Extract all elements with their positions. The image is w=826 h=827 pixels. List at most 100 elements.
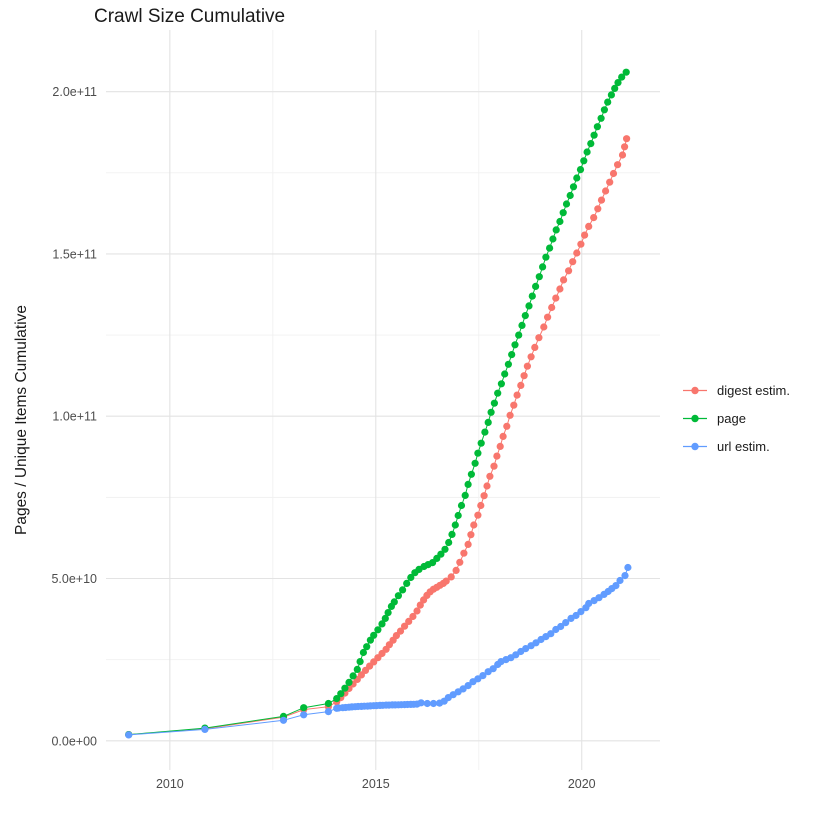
data-point-page (356, 658, 364, 666)
data-point-page (508, 351, 516, 359)
y-tick-label: 0.0e+00 (51, 734, 97, 748)
data-point-page (363, 643, 371, 651)
data-point-page (324, 699, 332, 708)
data-point-page (454, 511, 462, 520)
data-point-page (461, 491, 469, 499)
data-point-page (477, 439, 485, 447)
data-point-page (441, 545, 449, 553)
data-point-digest-estim- (527, 353, 535, 361)
data-point-digest-estim- (609, 169, 618, 178)
data-point-digest-estim- (486, 472, 494, 480)
data-point-page (559, 209, 567, 217)
data-point-page (590, 131, 598, 139)
data-point-page (576, 166, 585, 174)
x-tick-label: 2020 (568, 777, 596, 791)
legend-label-digest-estim: digest estim. (717, 383, 790, 398)
data-point-url-estim- (562, 619, 570, 627)
data-point-digest-estim- (496, 442, 504, 450)
data-point-url-estim- (423, 699, 431, 708)
data-point-url-estim- (616, 576, 624, 585)
data-point-digest-estim- (409, 612, 417, 621)
data-point-digest-estim- (581, 231, 589, 239)
data-point-digest-estim- (618, 151, 627, 159)
data-point-page (487, 408, 495, 416)
legend-label-page: page (717, 411, 746, 426)
data-point-digest-estim- (470, 521, 478, 529)
data-point-page (403, 579, 411, 588)
chart-title: Crawl Size Cumulative (94, 6, 286, 27)
data-point-url-estim- (577, 608, 585, 616)
data-point-url-estim- (585, 599, 593, 608)
data-point-page (535, 273, 543, 281)
data-point-digest-estim- (614, 161, 622, 169)
data-point-page (445, 538, 453, 547)
data-point-page (494, 389, 502, 397)
data-point-page (580, 157, 588, 165)
y-tick-label: 1.0e+11 (52, 410, 97, 424)
data-point-digest-estim- (552, 294, 560, 302)
data-point-digest-estim- (585, 222, 593, 230)
data-point-digest-estim- (416, 601, 424, 609)
data-point-page (497, 380, 505, 388)
data-point-page (556, 217, 564, 226)
data-point-page (511, 341, 519, 349)
data-point-digest-estim- (531, 343, 539, 351)
data-point-page (546, 244, 554, 252)
data-point-digest-estim- (535, 334, 543, 342)
data-point-digest-estim- (560, 276, 568, 284)
data-point-digest-estim- (493, 452, 501, 460)
series-line-digest-estim- (128, 138, 628, 736)
data-point-digest-estim- (401, 622, 409, 630)
data-point-digest-estim- (623, 135, 631, 143)
data-point-page (490, 399, 498, 407)
data-point-page (464, 480, 472, 488)
data-point-url-estim- (125, 731, 133, 739)
data-point-url-estim- (522, 645, 530, 653)
legend-item-url-estim: url estim. (682, 438, 790, 455)
data-point-page (618, 73, 626, 81)
data-point-url-estim- (489, 665, 497, 673)
data-point-digest-estim- (447, 573, 455, 581)
data-point-page (407, 573, 415, 582)
data-point-page (528, 292, 536, 300)
legend-key-url-estim-icon (683, 442, 707, 451)
data-point-page (587, 140, 595, 148)
x-tick-label: 2015 (362, 777, 390, 791)
data-point-url-estim- (324, 708, 332, 716)
data-point-page (614, 79, 622, 87)
data-point-page (504, 360, 512, 368)
data-point-url-estim- (547, 630, 555, 638)
legend-key-digest-estim-icon (683, 386, 707, 395)
series-line-url-estim- (128, 567, 629, 736)
data-point-digest-estim- (594, 205, 602, 213)
data-point-page (532, 282, 540, 290)
data-point-page (573, 174, 581, 182)
data-point-digest-estim- (483, 482, 491, 490)
data-point-page (341, 684, 349, 692)
data-point-digest-estim- (513, 391, 521, 399)
data-point-page (518, 321, 526, 329)
data-point-digest-estim- (480, 492, 488, 500)
data-point-page (521, 312, 529, 320)
data-point-digest-estim- (456, 558, 464, 566)
data-point-page (353, 665, 361, 674)
data-point-page (370, 631, 378, 639)
data-point-digest-estim- (606, 178, 614, 186)
data-point-page (378, 620, 386, 628)
data-point-page (337, 690, 345, 698)
data-point-page (448, 530, 456, 539)
data-point-page (471, 459, 479, 467)
data-point-page (607, 91, 616, 99)
data-point-page (300, 704, 308, 712)
data-point-digest-estim- (540, 323, 548, 331)
data-point-page (597, 114, 605, 122)
data-point-digest-estim- (510, 401, 518, 409)
y-tick-label: 5.0e+10 (51, 572, 97, 586)
data-point-digest-estim- (503, 422, 511, 430)
data-point-url-estim- (300, 711, 308, 719)
data-point-page (359, 648, 367, 657)
data-point-digest-estim- (569, 258, 577, 266)
data-point-page (542, 253, 550, 261)
data-point-page (566, 191, 574, 200)
